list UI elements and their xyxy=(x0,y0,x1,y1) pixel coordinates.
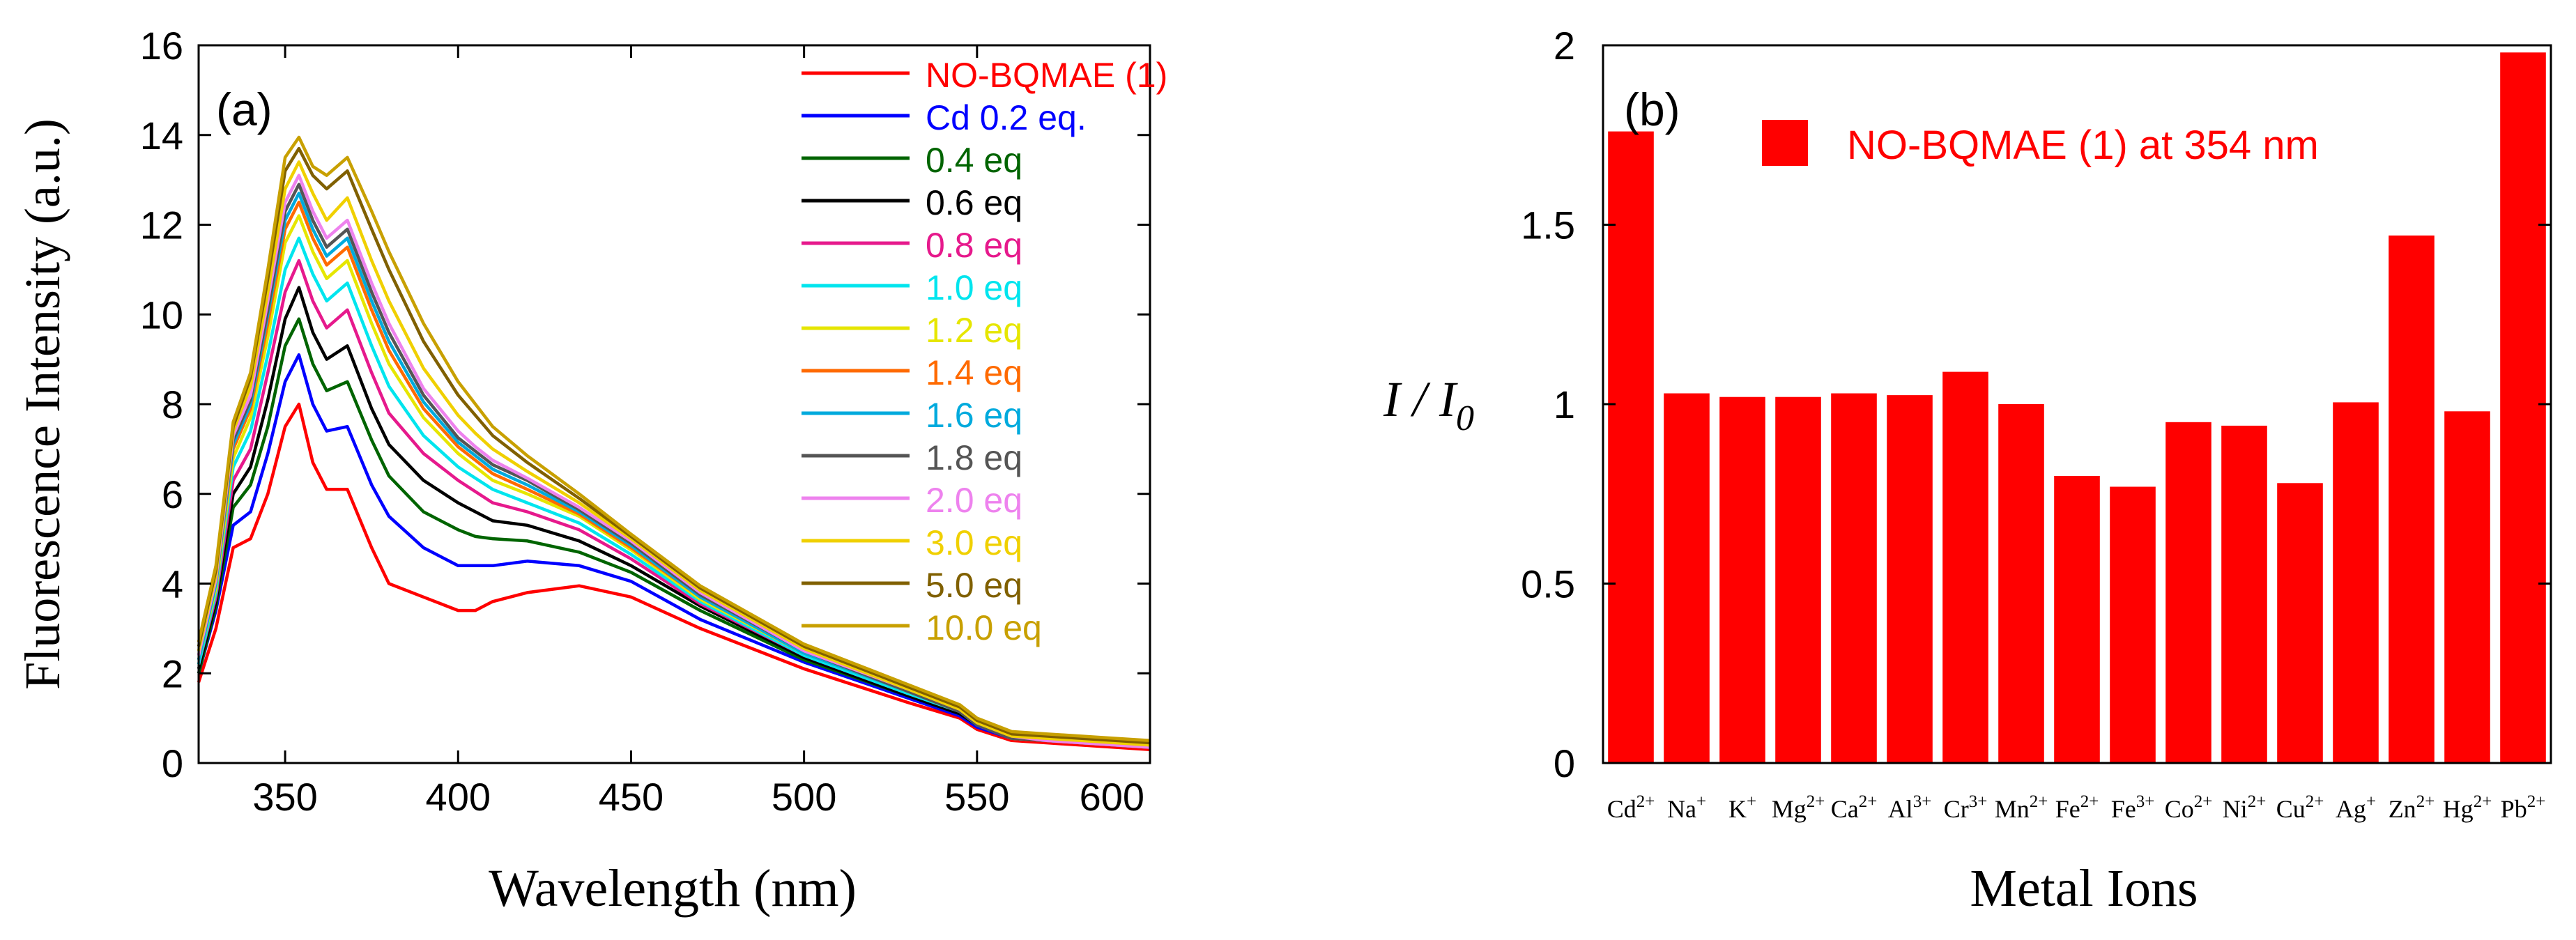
bar-11 xyxy=(2221,425,2267,763)
legend-a-label-5: 1.0 eq xyxy=(926,268,1022,307)
bar-9 xyxy=(2110,486,2156,763)
x-axis-a-title: Wavelength (nm) xyxy=(489,859,857,918)
legend-a-label-2: 0.4 eq xyxy=(926,141,1022,180)
y-tick-label-a: 6 xyxy=(162,472,183,516)
category-label-0: Cd2+ xyxy=(1607,792,1655,823)
bar-12 xyxy=(2277,483,2323,763)
bar-15 xyxy=(2444,411,2490,763)
category-label-4: Ca2+ xyxy=(1831,792,1878,823)
legend-a-label-8: 1.6 eq xyxy=(926,396,1022,435)
y-tick-label-a: 16 xyxy=(140,24,183,68)
bar-0 xyxy=(1608,131,1654,764)
x-axis-b: Cd2+ Na+ K+ Mg2+ Ca2+ Al3+ Cr3+ Mn2+ Fe2+ Fe3+ Co2… xyxy=(1607,792,2546,823)
bar-group xyxy=(1608,52,2546,764)
bar-1 xyxy=(1664,393,1710,763)
category-label-7: Mn2+ xyxy=(1995,792,2048,823)
category-label-11: Ni2+ xyxy=(2223,792,2267,823)
y-tick-label-b: 2 xyxy=(1554,24,1575,68)
category-label-15: Hg2+ xyxy=(2443,792,2492,823)
bar-7 xyxy=(1998,404,2044,763)
x-axis-a: 350 400 450 500 550 600 xyxy=(252,45,1151,819)
category-label-14: Zn2+ xyxy=(2389,792,2435,823)
y-axis-a: 0 2 4 6 8 10 12 14 16 xyxy=(140,24,1150,785)
legend-a-label-11: 3.0 eq xyxy=(926,523,1022,562)
bar-16 xyxy=(2500,52,2546,764)
y-axis-a-title: Fluorescence Intensity (a.u.) xyxy=(15,118,70,690)
y-tick-label-b: 0 xyxy=(1554,741,1575,785)
y-tick-label-a: 8 xyxy=(162,383,183,426)
y-tick-label-a: 10 xyxy=(140,293,183,337)
legend-a-label-6: 1.2 eq xyxy=(926,311,1022,350)
category-label-16: Pb2+ xyxy=(2501,792,2546,823)
panel-b-metal-selectivity: 00.511.52 Cd2+ Na+ K+ Mg2+ Ca2+ Al3+ Cr3+ Mn2+ F… xyxy=(1383,24,2552,918)
bar-10 xyxy=(2165,422,2211,764)
y-axis-b: 0 0.5 1 1.5 2 xyxy=(1521,24,2551,785)
category-label-12: Cu2+ xyxy=(2276,792,2324,823)
category-label-13: Ag+ xyxy=(2336,792,2376,823)
legend-a-label-10: 2.0 eq xyxy=(926,481,1022,520)
y-tick-label-b: 1 xyxy=(1554,383,1575,426)
y-tick-label-a: 0 xyxy=(162,741,183,785)
bar-6 xyxy=(1942,371,1988,763)
bar-3 xyxy=(1775,396,1821,763)
legend-a-label-0: NO-BQMAE (1) xyxy=(926,56,1167,95)
x-tick-label-a: 600 xyxy=(1080,775,1144,819)
category-label-9: Fe3+ xyxy=(2111,792,2155,823)
series-line-12 xyxy=(197,146,1151,745)
spectra-series-group xyxy=(197,135,1151,751)
series-line-11 xyxy=(197,160,1151,747)
legend-a-label-4: 0.8 eq xyxy=(926,226,1022,265)
category-label-3: Mg2+ xyxy=(1772,792,1825,823)
bar-4 xyxy=(1831,393,1877,763)
x-tick-label-a: 400 xyxy=(426,775,491,819)
legend-b-swatch xyxy=(1762,120,1808,166)
x-axis-b-title: Metal Ions xyxy=(1970,859,2198,918)
bar-13 xyxy=(2333,402,2379,763)
legend-a: NO-BQMAE (1)Cd 0.2 eq. 0.4 eq0.6 eq 0.8 eq… xyxy=(802,56,1167,647)
category-label-1: Na+ xyxy=(1667,792,1706,823)
category-label-2: K+ xyxy=(1728,792,1756,823)
legend-a-label-9: 1.8 eq xyxy=(926,438,1022,477)
y-tick-label-b: 0.5 xyxy=(1521,562,1575,606)
legend-a-label-13: 10.0 eq xyxy=(926,608,1042,647)
bar-2 xyxy=(1719,396,1765,763)
y-axis-b-title: I / I0 xyxy=(1383,371,1474,438)
category-label-6: Cr3+ xyxy=(1944,792,1988,823)
y-tick-label-a: 2 xyxy=(162,652,183,695)
panel-b-label: (b) xyxy=(1624,84,1680,135)
panel-a-label: (a) xyxy=(216,84,273,135)
series-line-0 xyxy=(197,402,1151,751)
legend-a-label-12: 5.0 eq xyxy=(926,566,1022,605)
legend-a-label-7: 1.4 eq xyxy=(926,353,1022,392)
category-label-5: Al3+ xyxy=(1888,792,1932,823)
bar-14 xyxy=(2389,236,2435,763)
y-tick-label-a: 12 xyxy=(140,203,183,247)
x-tick-label-a: 350 xyxy=(252,775,317,819)
panel-a-fluorescence-spectra: 350 400 450 500 550 600 0 2 4 6 8 10 12 14 16 (a) Wav… xyxy=(15,24,1167,918)
legend-a-label-1: Cd 0.2 eq. xyxy=(926,98,1087,137)
x-tick-label-a: 550 xyxy=(944,775,1009,819)
series-line-13 xyxy=(197,135,1151,743)
category-label-10: Co2+ xyxy=(2165,792,2213,823)
bar-5 xyxy=(1887,395,1933,763)
y-tick-label-a: 4 xyxy=(162,562,183,606)
legend-b-label: NO-BQMAE (1) at 354 nm xyxy=(1847,123,2319,168)
category-label-8: Fe2+ xyxy=(2055,792,2099,823)
x-tick-label-a: 500 xyxy=(772,775,836,819)
y-tick-label-a: 14 xyxy=(140,114,183,157)
bar-8 xyxy=(2054,476,2100,763)
legend-a-label-3: 0.6 eq xyxy=(926,183,1022,222)
x-tick-label-a: 450 xyxy=(599,775,664,819)
y-tick-label-b: 1.5 xyxy=(1521,203,1575,247)
